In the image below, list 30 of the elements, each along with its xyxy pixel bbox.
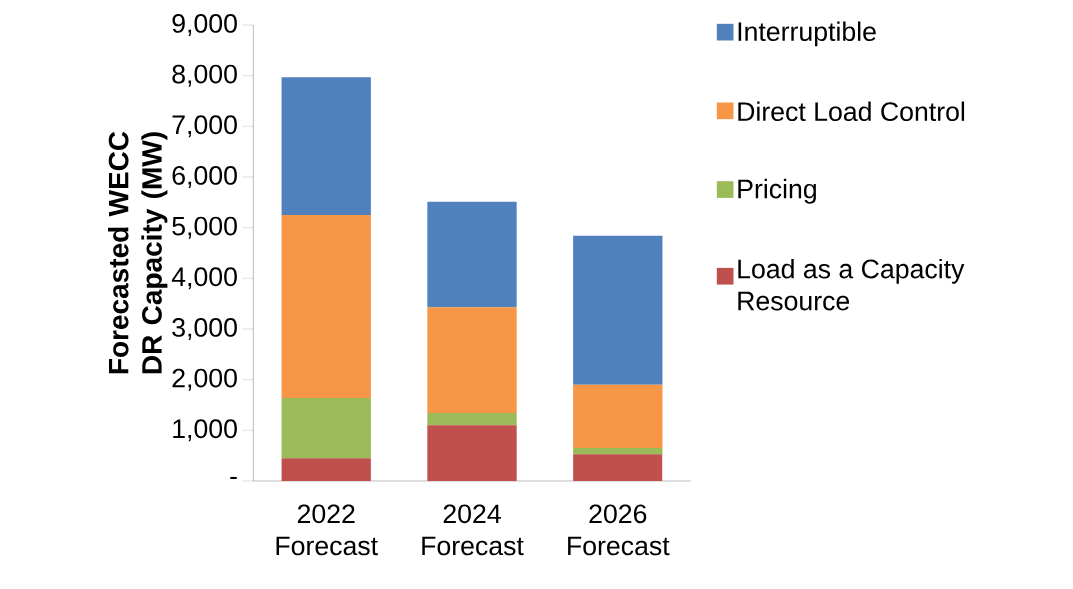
bar <box>427 307 517 414</box>
bar <box>281 215 371 398</box>
legend-label: Direct Load Control <box>738 101 965 122</box>
bar <box>427 201 517 308</box>
x-tick-label: 2026 Forecast <box>568 504 670 556</box>
y-tick-label: 2,000 <box>172 368 237 391</box>
legend-label: Pricing <box>738 178 816 204</box>
y-tick-label: 3,000 <box>172 317 237 341</box>
bar <box>427 413 517 426</box>
y-tick-label: 6,000 <box>172 166 237 189</box>
bar <box>281 397 371 459</box>
bar <box>573 384 663 449</box>
bar <box>573 454 663 481</box>
y-tick-label: 1,000 <box>173 419 237 442</box>
x-tick-label: 2024 Forecast <box>422 504 524 556</box>
legend-label: Load as a Capacity Resource <box>738 258 965 311</box>
bar <box>281 458 371 481</box>
y-tick-label: 7,000 <box>172 115 237 138</box>
bar <box>281 77 371 215</box>
y-tick-label: 9,000 <box>172 14 237 37</box>
y-tick-label: 4,000 <box>171 267 237 290</box>
y-tick-label: 8,000 <box>172 64 237 87</box>
y-tick-label: 5,000 <box>172 216 237 239</box>
y-axis-title: Forecasted WECC DR Capacity (MW) <box>107 131 168 374</box>
x-tick-label: 2022 Forecast <box>276 504 378 556</box>
bar <box>427 425 517 481</box>
bar <box>573 235 663 385</box>
legend-label: Interruptible <box>738 21 876 47</box>
y-tick-label: - <box>230 476 237 480</box>
bar <box>573 448 663 455</box>
